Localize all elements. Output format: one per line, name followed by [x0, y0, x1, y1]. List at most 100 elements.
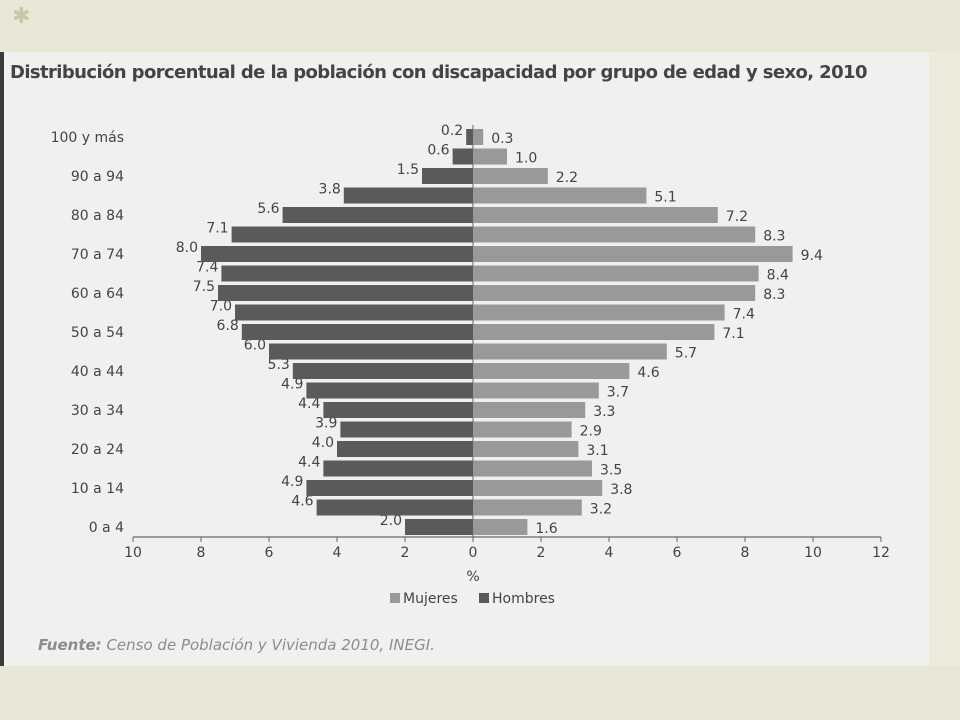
value-label-mujeres: 3.8 — [610, 482, 632, 498]
bar-hombres — [316, 499, 473, 516]
value-label-mujeres: 1.0 — [515, 151, 537, 167]
value-label-hombres: 0.2 — [441, 123, 463, 139]
x-tick-label: 0 — [469, 545, 478, 561]
bar-hombres — [343, 187, 473, 204]
bar-mujeres — [473, 441, 579, 457]
bar-hombres — [405, 519, 473, 535]
bar-hombres — [340, 421, 473, 438]
value-label-hombres: 4.6 — [291, 494, 313, 510]
x-axis-label: % — [466, 569, 479, 585]
bar-mujeres — [473, 187, 647, 204]
bar-hombres — [306, 480, 473, 496]
bar-hombres — [323, 402, 473, 418]
value-label-mujeres: 3.5 — [600, 463, 622, 479]
category-label: 30 a 34 — [71, 403, 124, 419]
value-label-hombres: 0.6 — [427, 143, 449, 159]
bar-mujeres — [473, 363, 630, 379]
value-label-mujeres: 2.2 — [556, 170, 578, 186]
category-label: 10 a 14 — [71, 481, 124, 497]
value-label-mujeres: 9.4 — [801, 248, 823, 264]
bar-mujeres — [473, 207, 718, 223]
bar-mujeres — [473, 168, 548, 184]
category-label: 90 a 94 — [71, 169, 124, 185]
value-label-hombres: 3.9 — [315, 416, 337, 432]
x-tick-label: 8 — [741, 545, 750, 561]
value-label-mujeres: 8.3 — [763, 229, 785, 245]
x-tick-label: 6 — [673, 545, 682, 561]
value-label-hombres: 7.1 — [206, 221, 228, 237]
bar-mujeres — [473, 324, 715, 340]
bar-hombres — [269, 343, 473, 360]
value-label-mujeres: 3.7 — [607, 385, 629, 401]
legend-label-hombres: Hombres — [492, 591, 555, 607]
bar-mujeres — [473, 382, 599, 399]
category-label: 0 a 4 — [89, 520, 124, 536]
value-label-mujeres: 8.4 — [767, 268, 789, 284]
x-tick-label: 2 — [401, 545, 410, 561]
value-label-mujeres: 7.2 — [726, 209, 748, 225]
value-label-mujeres: 5.1 — [654, 190, 676, 206]
bar-mujeres — [473, 421, 572, 438]
source-text: Censo de Población y Vivienda 2010, INEG… — [101, 636, 435, 654]
x-tick-label: 12 — [872, 545, 890, 561]
bar-mujeres — [473, 148, 507, 165]
value-label-hombres: 7.4 — [196, 260, 218, 276]
value-label-mujeres: 4.6 — [637, 365, 659, 381]
x-tick-label: 10 — [804, 545, 822, 561]
bar-mujeres — [473, 460, 592, 477]
bar-mujeres — [473, 499, 582, 516]
bar-mujeres — [473, 304, 725, 321]
category-label: 80 a 84 — [71, 208, 124, 224]
value-label-hombres: 7.5 — [193, 279, 215, 295]
value-label-mujeres: 7.4 — [733, 307, 755, 323]
bar-mujeres — [473, 129, 484, 145]
bar-hombres — [452, 148, 473, 165]
value-label-hombres: 4.4 — [298, 396, 320, 412]
bar-hombres — [282, 207, 473, 223]
corner-ornament: ✱ — [12, 4, 31, 29]
bar-mujeres — [473, 402, 586, 418]
bar-hombres — [231, 226, 473, 243]
x-tick-label: 10 — [124, 545, 142, 561]
value-label-hombres: 4.9 — [281, 377, 303, 393]
category-label: 40 a 44 — [71, 364, 124, 380]
value-label-hombres: 5.6 — [257, 201, 279, 217]
value-label-hombres: 6.0 — [244, 338, 266, 354]
category-label: 20 a 24 — [71, 442, 124, 458]
x-tick-label: 8 — [197, 545, 206, 561]
value-label-mujeres: 2.9 — [580, 424, 602, 440]
bar-mujeres — [473, 265, 759, 282]
value-label-hombres: 4.9 — [281, 474, 303, 490]
value-label-hombres: 6.8 — [217, 318, 239, 334]
bar-mujeres — [473, 285, 756, 301]
category-label: 100 y más — [51, 130, 124, 146]
source-label: Fuente: — [38, 636, 102, 654]
legend-label-mujeres: Mujeres — [403, 591, 458, 607]
value-label-hombres: 8.0 — [176, 240, 198, 256]
value-label-hombres: 1.5 — [397, 162, 419, 178]
x-tick-label: 2 — [537, 545, 546, 561]
value-label-mujeres: 0.3 — [491, 131, 513, 147]
bar-mujeres — [473, 226, 756, 243]
bar-hombres — [241, 324, 473, 340]
bar-mujeres — [473, 480, 603, 496]
bar-hombres — [337, 441, 473, 457]
value-label-hombres: 5.3 — [268, 357, 290, 373]
bar-hombres — [221, 265, 473, 282]
bar-hombres — [466, 129, 473, 145]
bar-hombres — [235, 304, 473, 321]
legend-swatch-mujeres — [390, 593, 400, 603]
bar-hombres — [422, 168, 473, 184]
bar-hombres — [306, 382, 473, 399]
value-label-mujeres: 3.3 — [593, 404, 615, 420]
source-note: Fuente: Censo de Población y Vivienda 20… — [38, 636, 435, 654]
value-label-mujeres: 5.7 — [675, 346, 697, 362]
bar-mujeres — [473, 246, 793, 262]
x-tick-label: 4 — [605, 545, 614, 561]
top-stripe — [0, 0, 960, 52]
value-label-hombres: 4.4 — [298, 455, 320, 471]
value-label-mujeres: 7.1 — [722, 326, 744, 342]
bar-hombres — [292, 363, 473, 379]
legend-swatch-hombres — [479, 593, 489, 603]
